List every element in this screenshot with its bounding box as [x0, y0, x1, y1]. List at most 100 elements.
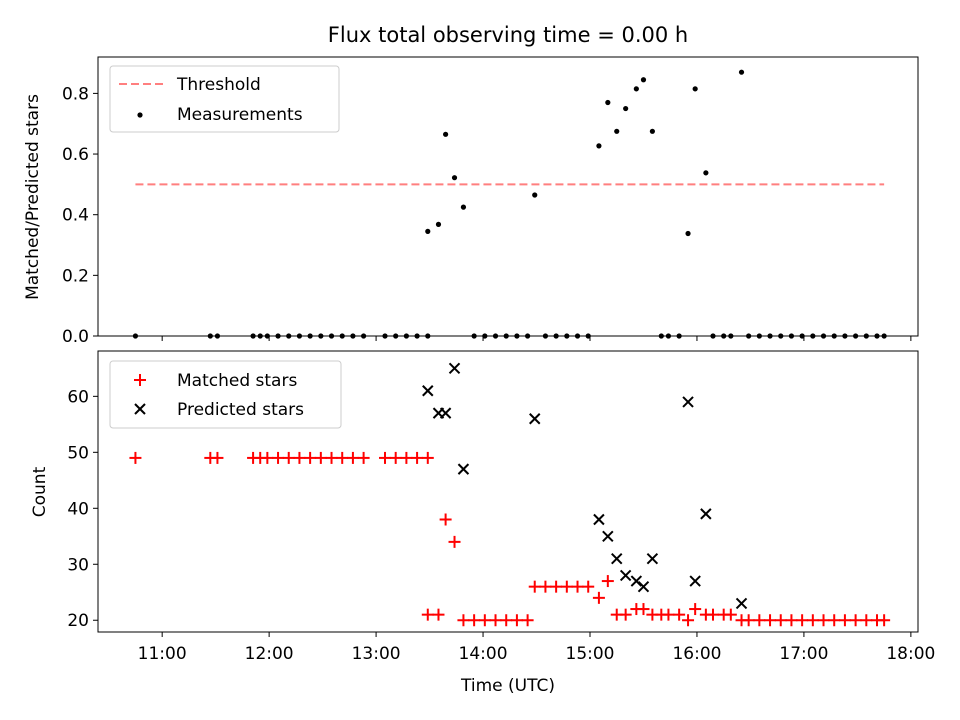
predicted-star-point	[602, 530, 614, 542]
matched-star-point	[682, 614, 695, 627]
measurements-legend-label: Measurements	[177, 105, 303, 125]
matched-star-point	[571, 580, 584, 593]
matched-star-point	[619, 608, 632, 621]
matched-star-point	[457, 614, 470, 627]
measurement-point	[738, 69, 745, 75]
matched-star-point	[468, 614, 481, 627]
matched-star-point	[510, 614, 523, 627]
matched-star-point	[421, 608, 434, 621]
matched-star-point	[346, 451, 359, 464]
matched-star-point	[500, 614, 513, 627]
measurement-point	[435, 221, 442, 227]
matched-star-point	[282, 451, 295, 464]
matched-star-point	[336, 451, 349, 464]
bottom-x-tick-label: 12:00	[245, 644, 294, 664]
predicted-star-point	[735, 597, 748, 610]
predicted-star-point	[637, 580, 650, 593]
bottom-plot-area	[129, 362, 891, 627]
matched-star-point	[432, 608, 445, 621]
measurement-point	[596, 143, 602, 149]
measurement-point	[623, 105, 629, 112]
bottom-y-tick-label: 20	[67, 611, 89, 631]
bottom-x-tick-label: 13:00	[352, 644, 401, 664]
predicted-star-point	[422, 385, 434, 397]
matched-star-point	[304, 451, 317, 464]
matched-star-point	[560, 580, 573, 593]
measurement-point	[614, 128, 620, 134]
matched-star-point	[637, 603, 650, 616]
predicted-star-point	[529, 413, 541, 425]
matched-star-point	[774, 614, 787, 627]
measurement-point	[649, 128, 655, 134]
matched-star-point	[129, 451, 142, 464]
matched-star-point	[689, 603, 702, 616]
top-legend: Threshold Measurements	[109, 65, 340, 133]
matched-star-point	[742, 614, 755, 627]
predicted-star-point	[689, 575, 701, 587]
matched-star-point	[539, 580, 552, 593]
matched-star-point	[211, 451, 224, 464]
measurement-point	[640, 77, 647, 83]
bottom-y-axis-label: Count	[30, 466, 50, 517]
matched-star-point	[785, 614, 798, 627]
bottom-panel: 20 30 40 50 60 11:00 12:00 13:00 14:00 15:00 16:0…	[30, 350, 935, 696]
bottom-x-tick-label: 15:00	[566, 644, 615, 664]
matched-star-point	[817, 614, 830, 627]
predicted-star-point	[611, 552, 623, 565]
top-x-ticks	[161, 336, 912, 341]
matched-star-point	[592, 591, 605, 604]
measurement-point	[685, 230, 691, 237]
matched-star-point	[400, 451, 413, 464]
bottom-axes-frame	[97, 350, 919, 633]
matched-star-point	[806, 614, 819, 627]
bottom-x-axis-label: Time (UTC)	[460, 676, 555, 696]
bottom-x-tick-label: 14:00	[459, 644, 508, 664]
measurement-point	[532, 192, 538, 198]
matched-star-point	[421, 451, 434, 464]
matched-star-point	[411, 451, 424, 464]
matched-star-point	[489, 614, 502, 627]
matched-star-point	[325, 451, 338, 464]
matched-star-point	[389, 451, 402, 464]
matched-star-point	[849, 614, 862, 627]
top-axes-frame	[97, 56, 919, 337]
bottom-legend: Matched stars Predicted stars	[109, 360, 342, 429]
matched-star-point	[753, 614, 766, 627]
predicted-star-point	[619, 569, 632, 582]
bottom-y-ticks: 20 30 40 50 60	[67, 387, 98, 631]
predicted-star-point	[439, 407, 452, 419]
bottom-x-tick-label: 17:00	[779, 644, 828, 664]
predicted-star-point	[457, 463, 470, 475]
measurements-legend-swatch	[137, 112, 143, 118]
matched-star-point	[828, 614, 841, 627]
matched-legend-label: Matched stars	[177, 371, 297, 391]
matched-star-point	[764, 614, 777, 627]
top-y-tick-label: 0.0	[62, 327, 89, 347]
top-chart-title: Flux total observing time = 0.00 h	[328, 23, 688, 47]
matched-star-point	[448, 535, 461, 548]
matched-star-point	[707, 608, 719, 621]
predicted-star-point	[448, 362, 461, 375]
predicted-star-point	[593, 513, 605, 526]
measurement-point	[425, 228, 431, 234]
measurement-point	[460, 204, 467, 210]
bottom-x-tick-label: 11:00	[138, 644, 187, 664]
matched-star-point	[673, 608, 686, 621]
matched-star-point	[838, 614, 851, 627]
matched-legend-swatch	[134, 374, 146, 386]
matched-star-point	[528, 580, 541, 593]
matched-star-point	[379, 451, 391, 464]
threshold-legend-label: Threshold	[176, 75, 261, 95]
top-plot-area	[132, 69, 887, 339]
measurement-point	[703, 170, 709, 176]
bottom-x-tick-label: 18:00	[886, 644, 935, 664]
top-legend-box	[109, 65, 340, 133]
matched-star-point	[439, 513, 452, 526]
top-panel: 0.00.20.40.60.8 Matched/Predicted stars …	[23, 56, 919, 347]
measurement-point	[692, 86, 698, 92]
top-y-axis-label: Matched/Predicted stars	[23, 94, 43, 300]
bottom-y-tick-label: 40	[67, 499, 89, 519]
matched-star-point	[521, 614, 534, 627]
predicted-star-point	[630, 575, 643, 587]
matched-star-point	[878, 614, 891, 627]
